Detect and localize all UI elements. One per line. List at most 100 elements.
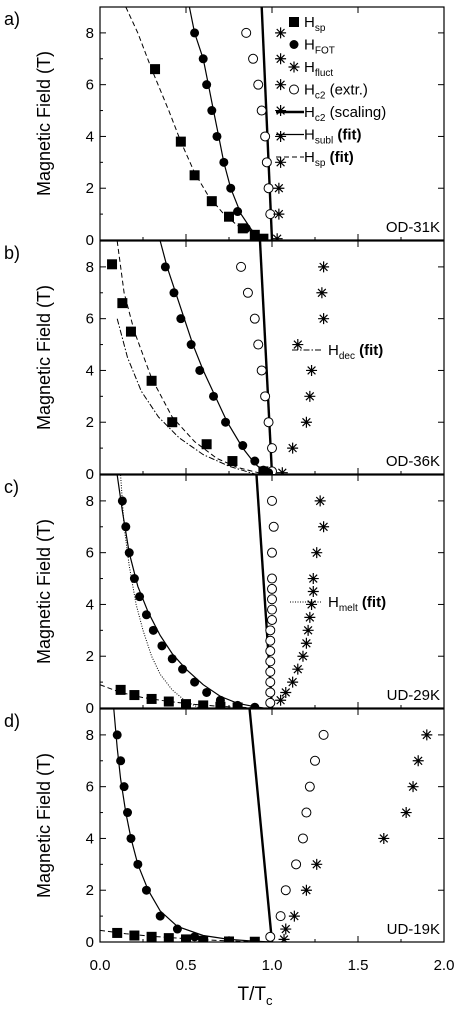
sp-point bbox=[190, 170, 200, 180]
fot-point bbox=[168, 654, 177, 663]
c2-extr-point bbox=[268, 584, 277, 593]
c2-extr-point bbox=[266, 698, 275, 707]
subl-fit-line bbox=[114, 709, 272, 942]
sp-fit-line bbox=[126, 7, 264, 240]
fluct-point bbox=[318, 261, 329, 272]
legend-sub: sp bbox=[315, 158, 326, 169]
sp-point bbox=[129, 690, 139, 700]
fluct-point bbox=[297, 651, 308, 662]
fluct-point bbox=[308, 573, 319, 584]
c2-extr-point bbox=[266, 657, 275, 666]
sp-point bbox=[181, 934, 191, 944]
sp-fit-line bbox=[117, 241, 263, 474]
c2-extr-point bbox=[242, 28, 251, 37]
sp-point bbox=[147, 694, 157, 704]
panel-3: 02468c)Magnetic Field (T)UD-29KHmelt (fi… bbox=[4, 475, 444, 717]
fot-point bbox=[133, 860, 142, 869]
y-tick-label: 0 bbox=[86, 232, 94, 249]
sp-point bbox=[164, 933, 174, 943]
fluct-point bbox=[306, 365, 317, 376]
legend-label: Hmelt (fit) bbox=[328, 594, 386, 614]
fot-point bbox=[178, 665, 187, 674]
fot-point bbox=[118, 496, 127, 505]
fluct-point bbox=[421, 729, 432, 740]
fot-point bbox=[226, 184, 235, 193]
dec-fit-line bbox=[117, 319, 255, 474]
c2-extr-point bbox=[281, 886, 290, 895]
fot-point bbox=[250, 457, 259, 466]
c2-extr-point bbox=[268, 595, 277, 604]
sp-point bbox=[112, 928, 122, 938]
fot-point bbox=[142, 886, 151, 895]
c2-scaling-line bbox=[250, 709, 272, 942]
y-tick-label: 2 bbox=[86, 180, 94, 197]
y-tick-label: 8 bbox=[86, 727, 94, 744]
fluct-point bbox=[287, 443, 298, 454]
c2-extr-point bbox=[249, 54, 258, 63]
panel-4: 0 2 4 6 8 d) Magnetic Field (T) UD-19K bbox=[4, 709, 444, 951]
legend-item: Hfluct bbox=[289, 59, 334, 79]
sp-point bbox=[126, 327, 136, 337]
fot-point bbox=[225, 936, 234, 945]
fot-point bbox=[176, 314, 185, 323]
y-tick-label: 2 bbox=[86, 648, 94, 665]
y-tick-label: 6 bbox=[86, 545, 94, 562]
fluct-point bbox=[408, 781, 419, 792]
sp-point bbox=[207, 196, 217, 206]
fot-point bbox=[123, 808, 132, 817]
fluct-point bbox=[318, 521, 329, 532]
y-tick-label: 4 bbox=[86, 596, 94, 613]
x-axis: 0.0 0.5 1.0 1.5 2.0 T/Tc bbox=[90, 957, 455, 1008]
fluct-point bbox=[318, 313, 329, 324]
fluct-point bbox=[277, 467, 288, 478]
fluct-point bbox=[315, 495, 326, 506]
sp-point bbox=[116, 685, 126, 695]
y-tick-label: 0 bbox=[86, 466, 94, 483]
y-axis-label: Magnetic Field (T) bbox=[34, 285, 54, 430]
legend-item: Hmelt (fit) bbox=[290, 594, 386, 614]
c2-extr-point bbox=[311, 756, 320, 765]
legend-item: HFOT bbox=[290, 37, 335, 57]
legend-label: Hsp (fit) bbox=[304, 149, 354, 169]
fluct-point bbox=[292, 664, 303, 675]
y-tick-label: 0 bbox=[86, 934, 94, 951]
c2-extr-point bbox=[257, 366, 266, 375]
legend-main: H bbox=[304, 14, 315, 31]
fluct-point bbox=[272, 233, 283, 244]
legend-label: HFOT bbox=[304, 37, 335, 57]
c2-extr-point bbox=[261, 392, 270, 401]
fot-point bbox=[120, 782, 129, 791]
legend-sub: fluct bbox=[315, 68, 334, 79]
panel-letter: b) bbox=[4, 243, 20, 263]
fluct-point bbox=[401, 807, 412, 818]
y-tick-label: 8 bbox=[86, 259, 94, 276]
plot-frame bbox=[100, 241, 444, 474]
legend-main: H bbox=[304, 37, 315, 54]
fot-point bbox=[130, 574, 139, 583]
fot-point bbox=[149, 626, 158, 635]
y-tick-label: 4 bbox=[86, 128, 94, 145]
sp-point bbox=[202, 439, 212, 449]
fot-point bbox=[125, 548, 134, 557]
c2-extr-point bbox=[266, 678, 275, 687]
legend-item: Hc2 (scaling) bbox=[276, 104, 386, 124]
legend-label: Hfluct bbox=[304, 59, 333, 79]
legend-main: H bbox=[304, 149, 315, 166]
fluct-point bbox=[279, 934, 290, 945]
fluct-point bbox=[275, 695, 286, 706]
fot-point bbox=[250, 937, 259, 946]
fluct-point bbox=[275, 27, 286, 38]
c2-extr-point bbox=[237, 262, 246, 271]
legend-main: H bbox=[304, 127, 315, 144]
c2-extr-point bbox=[266, 688, 275, 697]
c2-extr-point bbox=[261, 132, 270, 141]
sp-point bbox=[227, 456, 237, 466]
sample-label: UD-29K bbox=[387, 687, 440, 704]
fluct-point bbox=[275, 79, 286, 90]
c2-extr-point bbox=[257, 106, 266, 115]
c2-extr-point bbox=[268, 548, 277, 557]
legend-tail: (fit) bbox=[358, 594, 386, 611]
fluct-point bbox=[413, 755, 424, 766]
